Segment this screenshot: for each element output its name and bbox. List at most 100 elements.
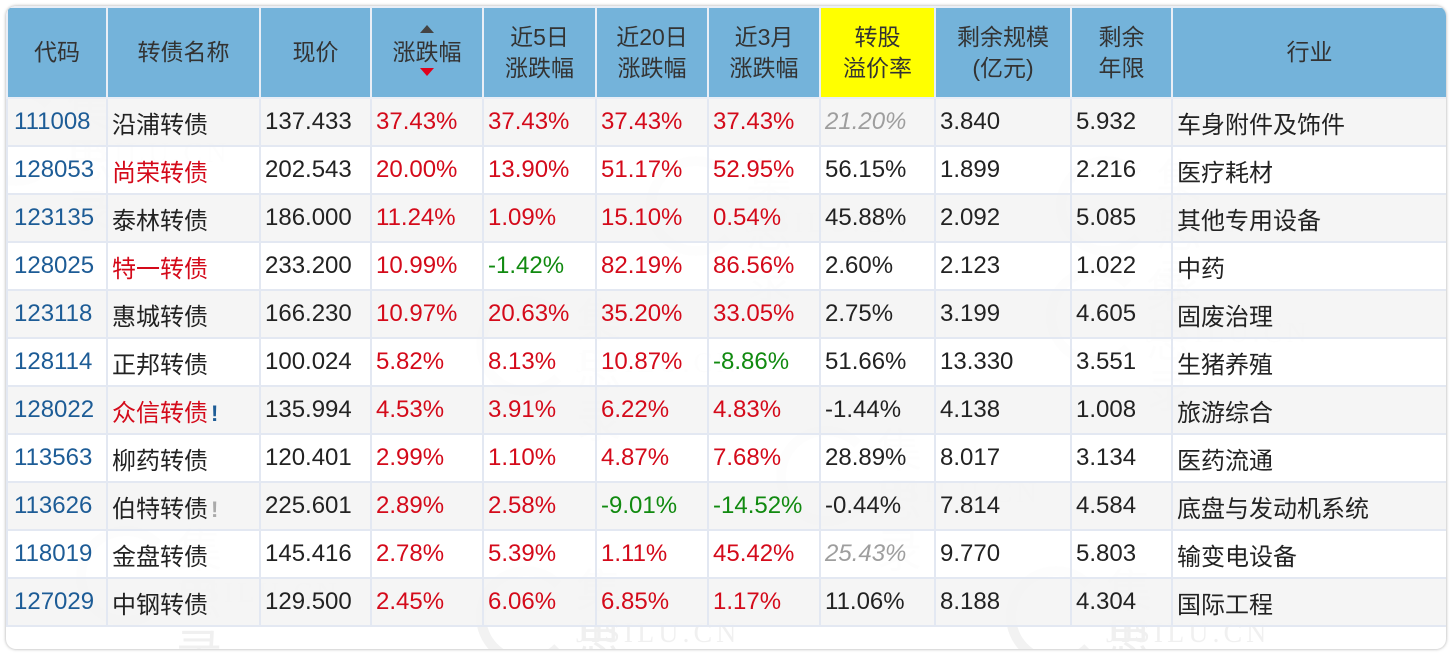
bond-name-cell[interactable]: 中钢转债 [106,577,261,627]
table-row[interactable]: 113626 伯特转债! 225.601 2.89% 2.58% -9.01% -14.52… [6,481,1446,531]
change-20d-cell: 15.10% [595,193,709,243]
header-price[interactable]: 现价 [259,6,372,99]
bond-name-cell[interactable]: 柳药转债 [106,433,261,483]
bond-name-cell[interactable]: 众信转债! [106,385,261,435]
bond-name-link[interactable]: 中钢转债 [112,591,208,619]
change-cell: 37.43% [370,97,484,147]
change-5d-cell: 8.13% [482,337,597,387]
warning-icon[interactable]: ! [211,496,219,522]
change-20d-cell: 1.11% [595,529,709,579]
header-code[interactable]: 代码 [6,6,108,99]
years-cell: 2.216 [1070,145,1173,195]
change-cell: 10.97% [370,289,484,339]
premium-cell: 45.88% [819,193,936,243]
table-row[interactable]: 118019 金盘转债 145.416 2.78% 5.39% 1.11% 45.42% 25… [6,529,1446,579]
bond-code-link[interactable]: 111008 [6,97,108,147]
premium-cell: 56.15% [819,145,936,195]
change-3m-cell: 45.42% [707,529,821,579]
bond-name-link[interactable]: 正邦转债 [112,351,208,379]
industry-cell: 固废治理 [1171,289,1446,339]
bond-name-link[interactable]: 伯特转债 [112,495,208,523]
change-cell: 5.82% [370,337,484,387]
change-cell: 10.99% [370,241,484,291]
table-row[interactable]: 123135 泰林转债 186.000 11.24% 1.09% 15.10% 0.54% 4… [6,193,1446,243]
table-row[interactable]: 113563 柳药转债 120.401 2.99% 1.10% 4.87% 7.68% 28.… [6,433,1446,483]
bond-code-link[interactable]: 128025 [6,241,108,291]
header-premium[interactable]: 转股 溢价率 [819,6,936,99]
price-cell: 202.543 [259,145,372,195]
bond-name-cell[interactable]: 泰林转债 [106,193,261,243]
bond-name-cell[interactable]: 特一转债 [106,241,261,291]
bond-code-link[interactable]: 113563 [6,433,108,483]
header-change-5d[interactable]: 近5日 涨跌幅 [482,6,597,99]
bond-name-cell[interactable]: 惠城转债 [106,289,261,339]
change-20d-cell: 51.17% [595,145,709,195]
scale-cell: 9.770 [934,529,1072,579]
industry-cell: 底盘与发动机系统 [1171,481,1446,531]
change-20d-cell: 6.22% [595,385,709,435]
change-20d-cell: 4.87% [595,433,709,483]
header-name[interactable]: 转债名称 [106,6,261,99]
bond-name-link[interactable]: 惠城转债 [112,303,208,331]
change-cell: 11.24% [370,193,484,243]
bond-name-link[interactable]: 沿浦转债 [112,111,208,139]
premium-cell: 2.60% [819,241,936,291]
bond-name-link[interactable]: 尚荣转债 [112,159,208,187]
header-scale[interactable]: 剩余规模 (亿元) [934,6,1072,99]
bond-name-cell[interactable]: 沿浦转债 [106,97,261,147]
bond-code-link[interactable]: 128114 [6,337,108,387]
table-row[interactable]: 128114 正邦转债 100.024 5.82% 8.13% 10.87% -8.86% 5… [6,337,1446,387]
scale-cell: 3.840 [934,97,1072,147]
header-change[interactable]: 涨跌幅 [370,6,484,99]
price-cell: 145.416 [259,529,372,579]
bond-name-link[interactable]: 泰林转债 [112,207,208,235]
change-5d-cell: -1.42% [482,241,597,291]
change-5d-cell: 1.09% [482,193,597,243]
bond-code-link[interactable]: 128022 [6,385,108,435]
table-row[interactable]: 128022 众信转债! 135.994 4.53% 3.91% 6.22% 4.83% -1… [6,385,1446,435]
bond-name-link[interactable]: 柳药转债 [112,447,208,475]
bond-name-link[interactable]: 众信转债 [112,399,208,427]
header-change-20d[interactable]: 近20日 涨跌幅 [595,6,709,99]
bond-code-link[interactable]: 118019 [6,529,108,579]
bond-code-link[interactable]: 123118 [6,289,108,339]
scale-cell: 1.899 [934,145,1072,195]
price-cell: 100.024 [259,337,372,387]
scale-cell: 8.188 [934,577,1072,627]
bond-name-link[interactable]: 特一转债 [112,255,208,283]
bond-name-cell[interactable]: 正邦转债 [106,337,261,387]
table-row[interactable]: 128053 尚荣转债 202.543 20.00% 13.90% 51.17% 52.95… [6,145,1446,195]
change-20d-cell: 82.19% [595,241,709,291]
bond-code-link[interactable]: 128053 [6,145,108,195]
header-change-3m[interactable]: 近3月 涨跌幅 [707,6,821,99]
industry-cell: 中药 [1171,241,1446,291]
header-years[interactable]: 剩余 年限 [1070,6,1173,99]
bond-code-link[interactable]: 113626 [6,481,108,531]
header-industry[interactable]: 行业 [1171,6,1446,99]
premium-cell: 51.66% [819,337,936,387]
change-5d-cell: 6.06% [482,577,597,627]
bond-name-cell[interactable]: 金盘转债 [106,529,261,579]
bond-code-link[interactable]: 123135 [6,193,108,243]
change-5d-cell: 1.10% [482,433,597,483]
sort-asc-icon[interactable] [420,25,434,33]
industry-cell: 旅游综合 [1171,385,1446,435]
bond-name-cell[interactable]: 尚荣转债 [106,145,261,195]
industry-cell: 其他专用设备 [1171,193,1446,243]
table-row[interactable]: 127029 中钢转债 129.500 2.45% 6.06% 6.85% 1.17% 11.… [6,577,1446,627]
sort-desc-icon[interactable] [420,68,434,76]
scale-cell: 2.092 [934,193,1072,243]
table-row[interactable]: 123118 惠城转债 166.230 10.97% 20.63% 35.20% 33.05… [6,289,1446,339]
years-cell: 4.584 [1070,481,1173,531]
premium-cell: -1.44% [819,385,936,435]
table-row[interactable]: 128025 特一转债 233.200 10.99% -1.42% 82.19% 86.56… [6,241,1446,291]
years-cell: 4.605 [1070,289,1173,339]
table-row[interactable]: 111008 沿浦转债 137.433 37.43% 37.43% 37.43% 37.43… [6,97,1446,147]
bond-name-cell[interactable]: 伯特转债! [106,481,261,531]
convertible-bond-table: 代码 转债名称 现价 涨跌幅 近5日 涨跌幅 近20日 涨跌幅 近3月 涨跌幅 转股溢… [6,6,1446,627]
premium-cell: 21.20% [819,97,936,147]
bond-code-link[interactable]: 127029 [6,577,108,627]
bond-name-link[interactable]: 金盘转债 [112,543,208,571]
warning-icon[interactable]: ! [211,400,219,426]
years-cell: 3.134 [1070,433,1173,483]
